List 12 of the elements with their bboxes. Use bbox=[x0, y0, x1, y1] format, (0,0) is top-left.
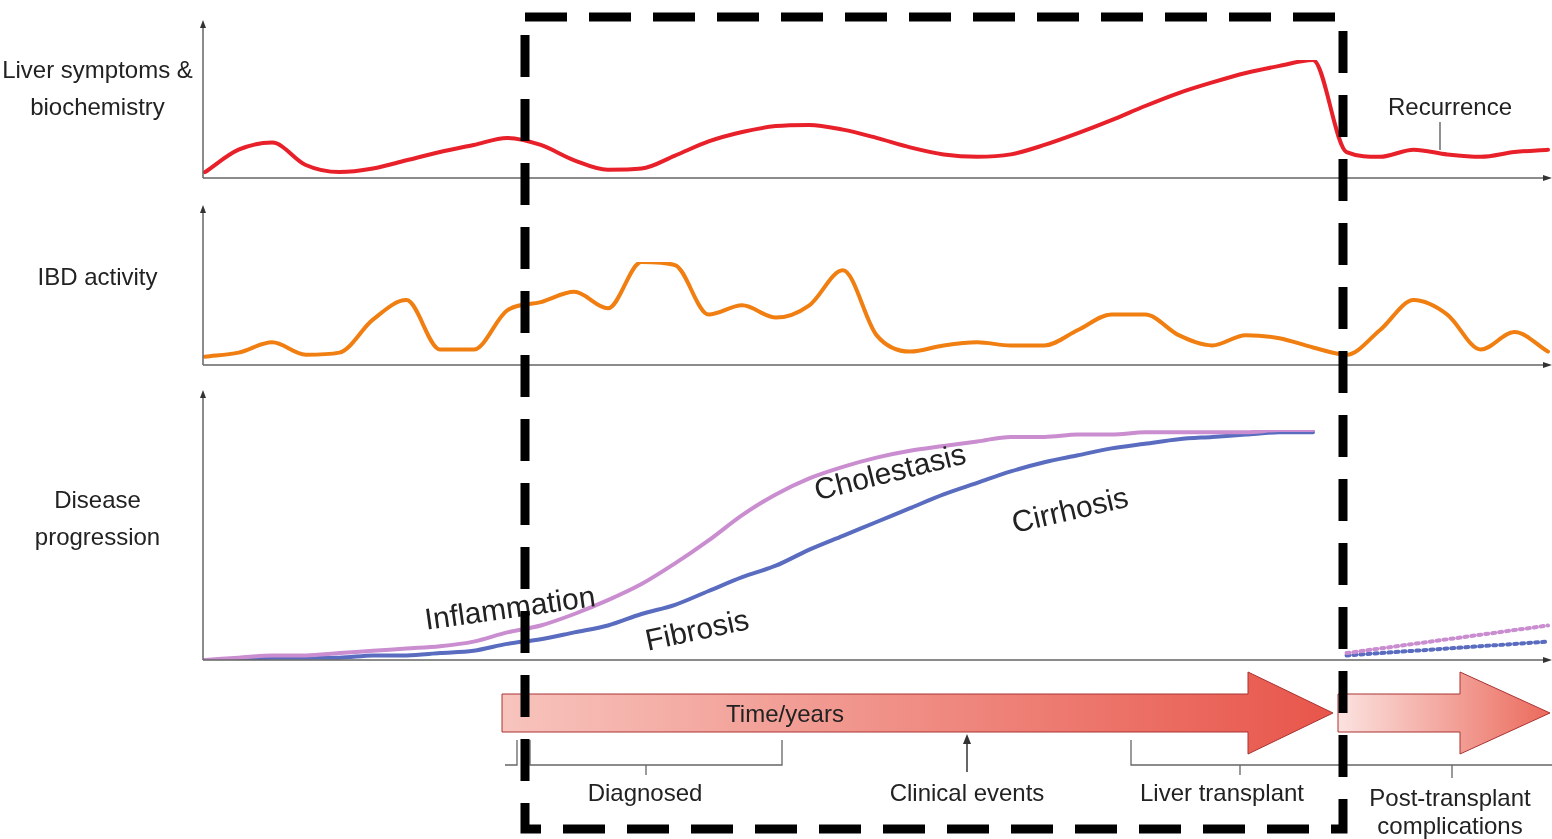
annotation: Recurrence bbox=[1387, 93, 1513, 121]
text: Liver transplant bbox=[1139, 779, 1305, 807]
y-axis-title: Liver symptoms & biochemistry bbox=[1, 55, 194, 122]
text: Clinical events bbox=[889, 779, 1045, 807]
annotation: Cirrhosis bbox=[1008, 480, 1132, 539]
text: Time/years bbox=[726, 700, 844, 728]
text: Post-transplant complications bbox=[1368, 784, 1532, 839]
y-axis-title: Disease progression bbox=[33, 485, 162, 552]
annotation: Inflammation bbox=[422, 579, 598, 636]
text: Diagnosed bbox=[587, 779, 703, 807]
annotation: Fibrosis bbox=[642, 602, 752, 657]
y-axis-title: IBD activity bbox=[36, 261, 159, 292]
